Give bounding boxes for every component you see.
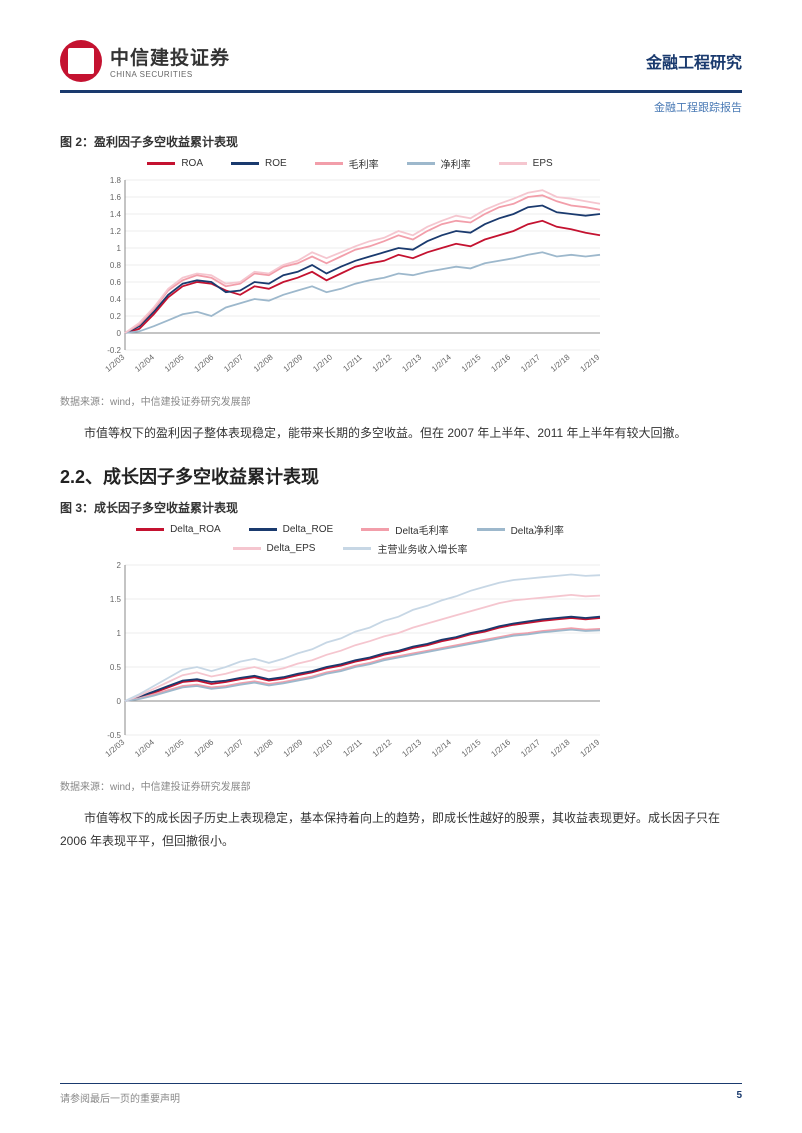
svg-text:1: 1	[117, 244, 122, 253]
svg-text:1/2/03: 1/2/03	[103, 737, 126, 759]
svg-text:0.6: 0.6	[110, 278, 122, 287]
page-header: 中信建投证券 CHINA SECURITIES 金融工程研究	[60, 40, 742, 82]
paragraph-1: 市值等权下的盈利因子整体表现稳定，能带来长期的多空收益。但在 2007 年上半年…	[60, 422, 742, 445]
legend-item: Delta_EPS	[233, 541, 316, 556]
svg-text:1/2/13: 1/2/13	[400, 352, 423, 374]
svg-text:1/2/08: 1/2/08	[252, 737, 275, 759]
legend-item: EPS	[499, 156, 553, 171]
svg-text:0: 0	[117, 697, 122, 706]
fig3-svg: -0.500.511.521/2/031/2/041/2/051/2/061/2…	[90, 560, 610, 770]
svg-text:1/2/05: 1/2/05	[163, 737, 186, 759]
logo-text-en: CHINA SECURITIES	[110, 70, 230, 79]
fig3-source: 数据来源：wind，中信建投证券研究发展部	[60, 778, 742, 793]
fig3-caption: 图 3：成长因子多空收益累计表现	[60, 499, 742, 516]
legend-item: ROE	[231, 156, 287, 171]
svg-text:1/2/11: 1/2/11	[341, 352, 364, 373]
page-number: 5	[736, 1090, 742, 1105]
section-2-2-heading: 2.2、成长因子多空收益累计表现	[60, 463, 742, 489]
header-subtitle: 金融工程跟踪报告	[60, 99, 742, 115]
svg-text:1/2/11: 1/2/11	[341, 737, 364, 758]
header-title: 金融工程研究	[646, 49, 742, 73]
svg-text:1/2/17: 1/2/17	[519, 352, 542, 374]
svg-text:1.5: 1.5	[110, 595, 122, 604]
svg-text:1/2/19: 1/2/19	[578, 737, 601, 759]
svg-text:1: 1	[117, 629, 122, 638]
legend-item: 主营业务收入增长率	[343, 541, 467, 556]
svg-text:1.6: 1.6	[110, 193, 122, 202]
svg-text:1/2/10: 1/2/10	[311, 352, 334, 374]
svg-text:1/2/18: 1/2/18	[549, 737, 572, 759]
svg-text:1/2/19: 1/2/19	[578, 352, 601, 374]
svg-text:1.2: 1.2	[110, 227, 122, 236]
footer-disclaimer: 请参阅最后一页的重要声明	[60, 1090, 180, 1105]
svg-text:1/2/17: 1/2/17	[519, 737, 542, 759]
legend-item: Delta毛利率	[361, 522, 448, 537]
svg-text:1/2/05: 1/2/05	[163, 352, 186, 374]
svg-text:1.8: 1.8	[110, 176, 122, 185]
svg-text:1/2/09: 1/2/09	[282, 352, 305, 374]
svg-text:1/2/12: 1/2/12	[371, 737, 394, 759]
legend-item: Delta_ROE	[249, 522, 334, 537]
page-footer: 请参阅最后一页的重要声明 5	[60, 1083, 742, 1105]
svg-text:1/2/03: 1/2/03	[103, 352, 126, 374]
svg-text:1.4: 1.4	[110, 210, 122, 219]
fig2-caption: 图 2：盈利因子多空收益累计表现	[60, 133, 742, 150]
svg-text:1/2/08: 1/2/08	[252, 352, 275, 374]
legend-item: Delta净利率	[477, 522, 564, 537]
svg-text:1/2/07: 1/2/07	[222, 352, 245, 374]
fig2-legend: ROA ROE 毛利率 净利率 EPS	[90, 156, 610, 171]
svg-text:0.5: 0.5	[110, 663, 122, 672]
fig3-legend: Delta_ROA Delta_ROE Delta毛利率 Delta净利率 Delta_…	[90, 522, 610, 556]
legend-item: 毛利率	[315, 156, 379, 171]
svg-text:0: 0	[117, 329, 122, 338]
fig2-chart: ROAROE毛利率净利率EPS -0.200.20.40.60.811.21.4…	[90, 156, 610, 385]
svg-text:1/2/15: 1/2/15	[460, 737, 483, 759]
svg-text:1/2/06: 1/2/06	[193, 352, 216, 374]
legend-item: ROA	[147, 156, 203, 171]
fig2-source: 数据来源：wind，中信建投证券研究发展部	[60, 393, 742, 408]
svg-text:1/2/18: 1/2/18	[549, 352, 572, 374]
svg-text:1/2/13: 1/2/13	[400, 737, 423, 759]
svg-text:1/2/14: 1/2/14	[430, 737, 453, 759]
svg-text:0.8: 0.8	[110, 261, 122, 270]
svg-text:1/2/06: 1/2/06	[193, 737, 216, 759]
fig2-svg: -0.200.20.40.60.811.21.41.61.81/2/031/2/…	[90, 175, 610, 385]
svg-text:1/2/04: 1/2/04	[133, 352, 156, 374]
header-divider	[60, 90, 742, 93]
svg-text:1/2/16: 1/2/16	[489, 737, 512, 759]
svg-text:1/2/15: 1/2/15	[460, 352, 483, 374]
svg-text:1/2/12: 1/2/12	[371, 352, 394, 374]
svg-text:1/2/04: 1/2/04	[133, 737, 156, 759]
svg-text:1/2/16: 1/2/16	[489, 352, 512, 374]
paragraph-2: 市值等权下的成长因子历史上表现稳定，基本保持着向上的趋势，即成长性越好的股票，其…	[60, 807, 742, 853]
legend-item: Delta_ROA	[136, 522, 221, 537]
svg-text:1/2/07: 1/2/07	[222, 737, 245, 759]
legend-item: 净利率	[407, 156, 471, 171]
svg-text:1/2/14: 1/2/14	[430, 352, 453, 374]
svg-text:2: 2	[117, 561, 122, 570]
logo-text-cn: 中信建投证券	[110, 43, 230, 70]
fig3-chart: Delta_ROA Delta_ROE Delta毛利率 Delta净利率 Delta_…	[90, 522, 610, 770]
svg-text:0.4: 0.4	[110, 295, 122, 304]
svg-text:1/2/09: 1/2/09	[282, 737, 305, 759]
footer-divider	[60, 1083, 742, 1084]
svg-text:1/2/10: 1/2/10	[311, 737, 334, 759]
svg-text:0.2: 0.2	[110, 312, 122, 321]
logo-group: 中信建投证券 CHINA SECURITIES	[60, 40, 230, 82]
logo-icon	[60, 40, 102, 82]
